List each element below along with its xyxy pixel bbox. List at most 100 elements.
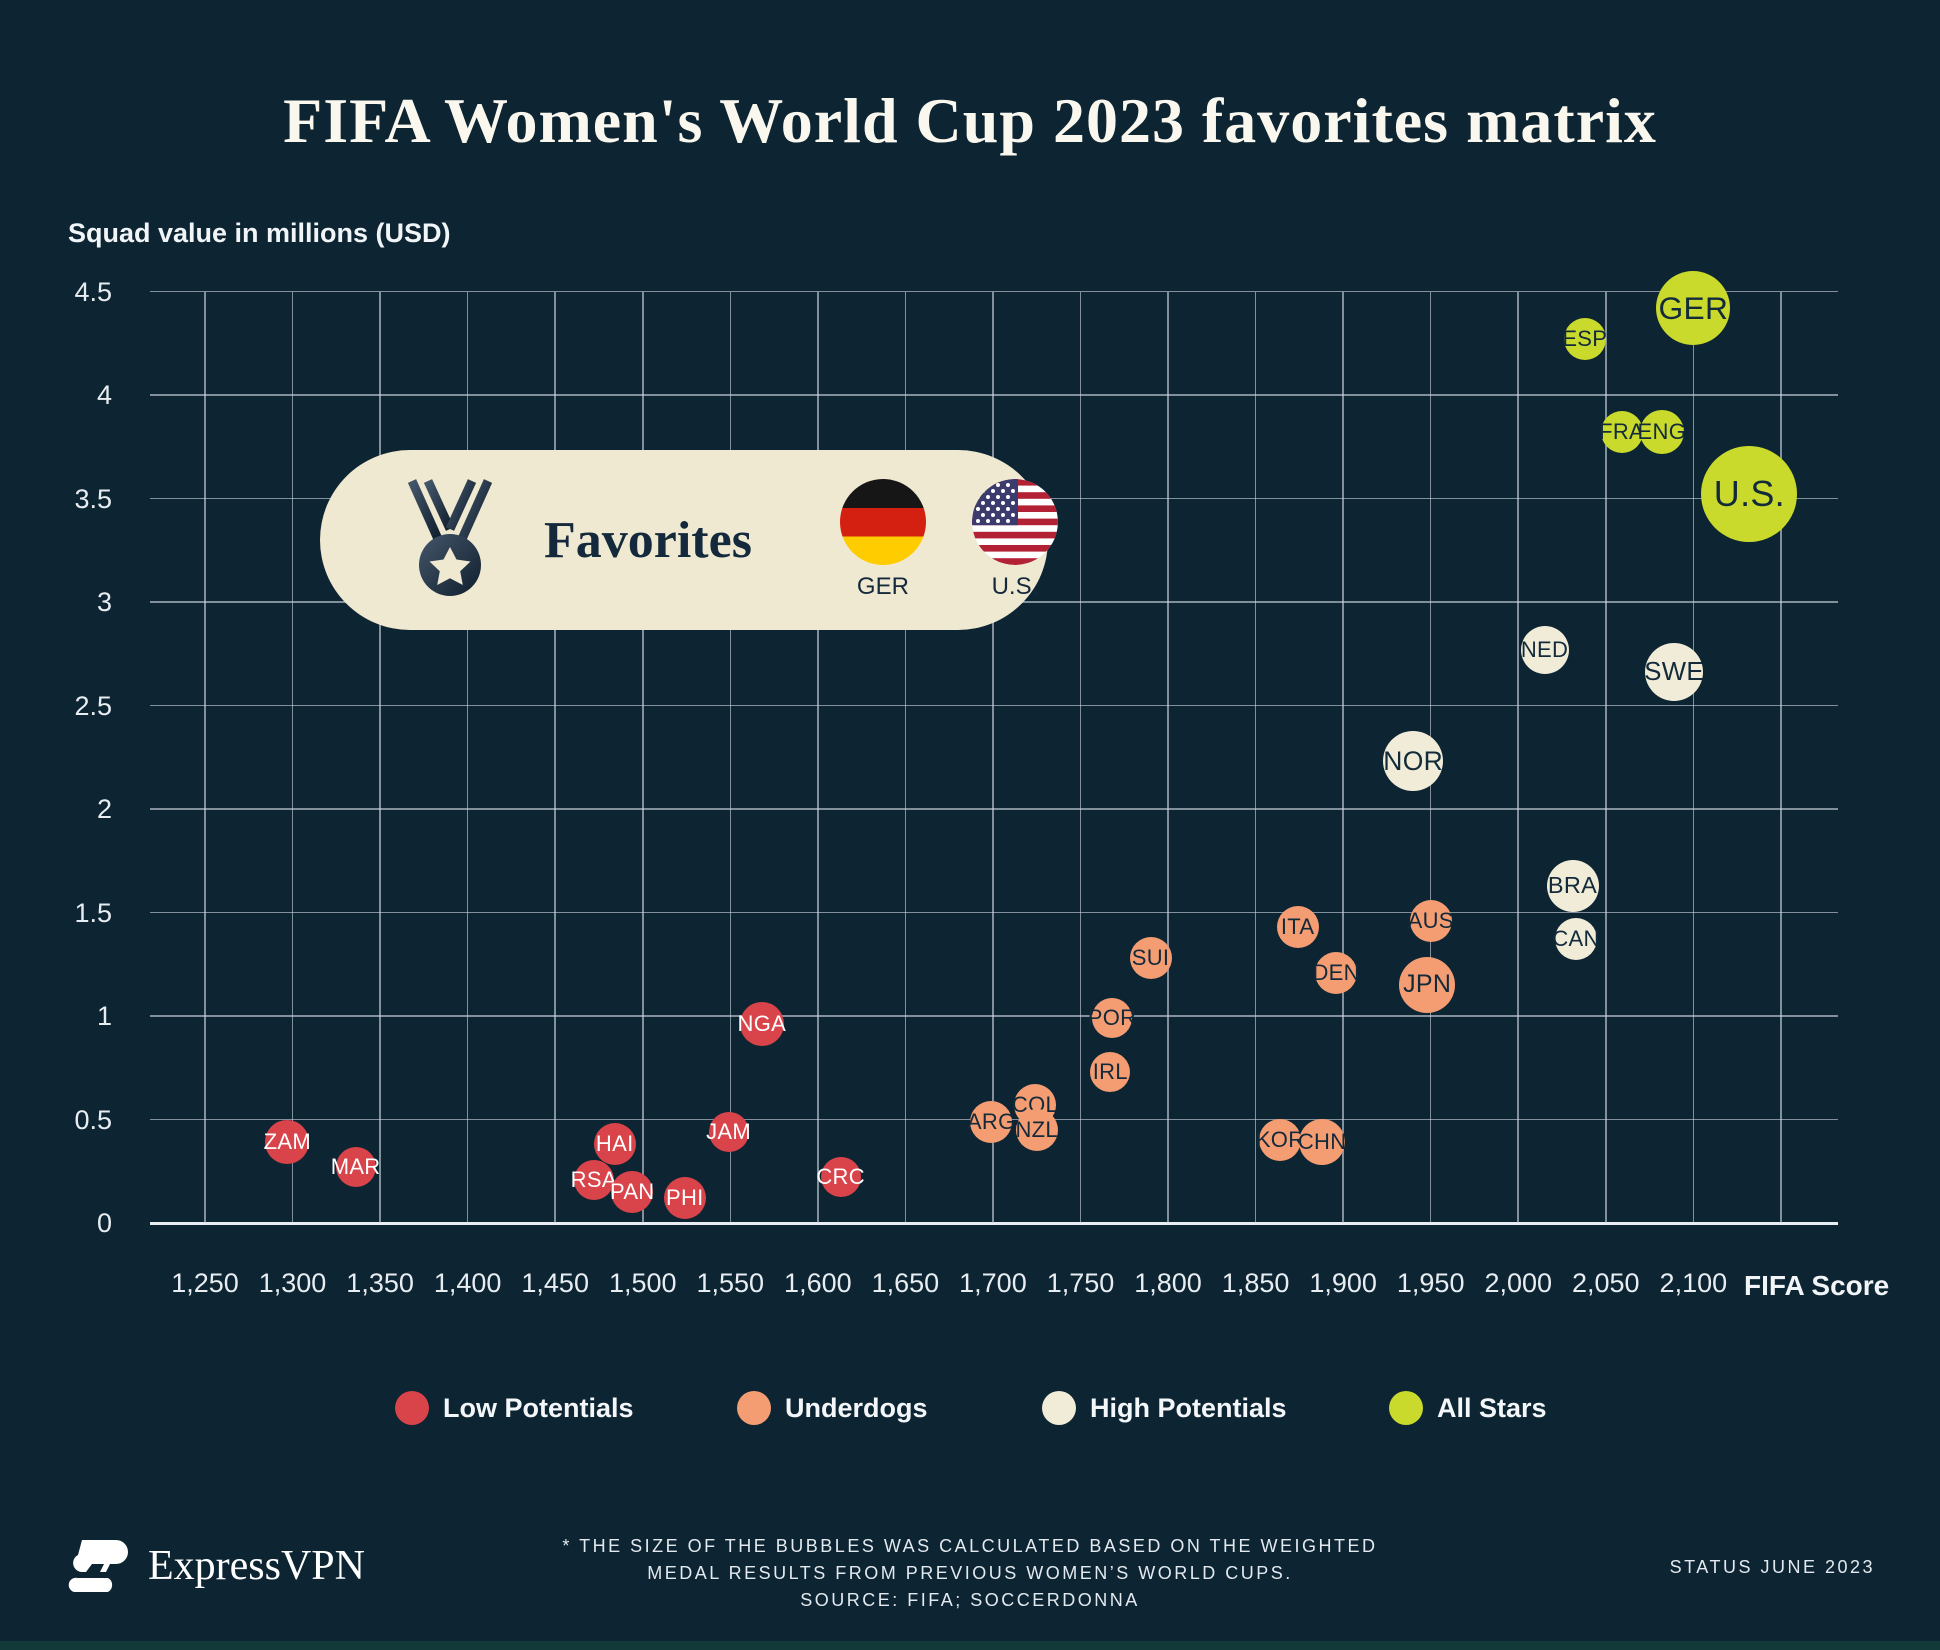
bubble-ESP: ESP — [1562, 318, 1607, 361]
y-tick-label: 0 — [96, 1208, 112, 1238]
x-tick-label: 1,800 — [1134, 1268, 1202, 1298]
v-gridline — [641, 291, 644, 1223]
bubble-CRC: CRC — [816, 1157, 865, 1198]
bubble-ARG: ARG — [967, 1100, 1015, 1143]
bubble-RSA: RSA — [571, 1159, 616, 1200]
y-tick-label: 1 — [96, 1001, 112, 1031]
x-axis-baseline — [150, 1221, 1838, 1225]
v-gridline — [817, 291, 819, 1223]
footnote-line-1: * THE SIZE OF THE BUBBLES WAS CALCULATED… — [562, 1536, 1378, 1556]
x-tick-label: 2,000 — [1484, 1268, 1553, 1298]
v-gridline — [1254, 291, 1257, 1223]
y-tick-label: 1.5 — [74, 897, 112, 928]
us-flag-icon — [971, 479, 1058, 565]
bottom-accent-strip — [0, 1641, 1940, 1650]
v-gridline — [466, 291, 469, 1223]
germany-flag-label: GER — [856, 573, 909, 600]
legend-item-underdogs: Underdogs — [737, 1391, 928, 1425]
medal-icon — [407, 479, 493, 596]
x-tick-label: 1,700 — [959, 1268, 1027, 1298]
bubble-BRA: BRA — [1546, 859, 1599, 912]
bubble-JPN: JPN — [1399, 956, 1456, 1013]
bubble-CHN: CHN — [1298, 1119, 1346, 1166]
v-gridline — [904, 291, 907, 1223]
x-tick-label: 1,650 — [871, 1268, 940, 1298]
favorites-badge: Favorites GER — [320, 450, 1058, 630]
bubble-ZAM: ZAM — [264, 1120, 311, 1165]
bubble-SUI: SUI — [1129, 937, 1172, 980]
h-gridline — [150, 704, 1838, 707]
expressvpn-logomark-icon — [68, 1540, 128, 1592]
v-gridline — [379, 291, 381, 1223]
bubble-MAR: MAR — [331, 1147, 380, 1188]
x-tick-label: 1,950 — [1396, 1268, 1465, 1298]
v-gridline — [1342, 291, 1344, 1223]
bubble-CAN: CAN — [1552, 918, 1599, 961]
v-gridline — [1079, 291, 1082, 1223]
bubble-JAM: JAM — [706, 1111, 751, 1152]
legend-item-low-potentials: Low Potentials — [395, 1391, 634, 1425]
y-tick-label: 4 — [96, 380, 112, 410]
expressvpn-logo: ExpressVPN — [68, 1538, 365, 1594]
legend-label: Underdogs — [785, 1392, 928, 1423]
h-gridline — [150, 808, 1838, 810]
v-gridline — [291, 291, 294, 1223]
y-axis-title: Squad value in millions (USD) — [68, 218, 451, 248]
bubble-FRA: FRA — [1599, 411, 1644, 454]
x-tick-label: 1,500 — [608, 1268, 677, 1298]
x-tick-label: 2,100 — [1659, 1268, 1728, 1298]
h-gridline — [150, 911, 1838, 914]
x-tick-label: 1,900 — [1309, 1268, 1377, 1298]
x-tick-label: 1,350 — [346, 1268, 414, 1298]
x-tick-label: 1,450 — [521, 1268, 589, 1298]
bubble-NED: NED — [1520, 625, 1569, 674]
bubble-NOR: NOR — [1383, 731, 1444, 792]
legend-dot-icon — [1042, 1391, 1076, 1425]
x-tick-label: 1,400 — [433, 1268, 502, 1298]
legend-label: High Potentials — [1090, 1392, 1287, 1423]
bubble-PHI: PHI — [663, 1177, 706, 1220]
x-tick-label: 1,550 — [696, 1268, 765, 1298]
legend-dot-icon — [395, 1391, 429, 1425]
x-tick-label: 1,600 — [784, 1268, 852, 1298]
y-tick-label: 2.5 — [74, 690, 112, 721]
bubble-DEN: DEN — [1312, 951, 1360, 994]
bubble-PAN: PAN — [610, 1170, 654, 1213]
germany-flag-icon — [839, 479, 926, 565]
h-gridline — [150, 290, 1838, 293]
v-gridline — [1780, 291, 1782, 1223]
h-gridline — [150, 394, 1838, 396]
h-gridline — [150, 1015, 1838, 1017]
legend-item-high-potentials: High Potentials — [1042, 1391, 1287, 1425]
bubble-HAI: HAI — [593, 1123, 636, 1166]
us-flag-label: U.S. — [991, 573, 1039, 600]
y-tick-label: 4.5 — [74, 276, 112, 307]
bubble-SWE: SWE — [1644, 643, 1704, 702]
v-gridline — [729, 291, 732, 1223]
bubble-ENG: ENG — [1638, 410, 1686, 455]
y-tick-label: 2 — [96, 794, 112, 824]
v-gridline — [1517, 291, 1520, 1223]
v-gridline — [992, 291, 994, 1223]
x-tick-label: 1,300 — [258, 1268, 327, 1298]
bubble-U.S.: U.S. — [1701, 446, 1798, 543]
expressvpn-wordmark: ExpressVPN — [148, 1543, 365, 1589]
favorites-flags: GER — [839, 479, 1058, 601]
v-gridline — [1605, 291, 1607, 1223]
v-gridline — [554, 291, 556, 1223]
x-axis-title: FIFA Score — [1744, 1270, 1890, 1301]
legend-label: Low Potentials — [443, 1392, 634, 1423]
page-title: FIFA Women's World Cup 2023 favorites ma… — [283, 85, 1657, 156]
x-tick-label: 1,750 — [1046, 1268, 1115, 1298]
v-gridline — [204, 291, 206, 1223]
favorite-germany: GER — [839, 479, 926, 601]
bubble-NGA: NGA — [738, 1002, 786, 1047]
legend-dot-icon — [737, 1391, 771, 1425]
legend-item-all-stars: All Stars — [1389, 1391, 1547, 1425]
legend-dot-icon — [1389, 1391, 1423, 1425]
favorite-us: U.S. — [971, 479, 1058, 601]
bubble-IRL: IRL — [1090, 1051, 1131, 1092]
bubble-ITA: ITA — [1276, 905, 1319, 948]
footnote: * THE SIZE OF THE BUBBLES WAS CALCULATED… — [470, 1533, 1470, 1614]
favorites-badge-label: Favorites — [544, 511, 752, 569]
